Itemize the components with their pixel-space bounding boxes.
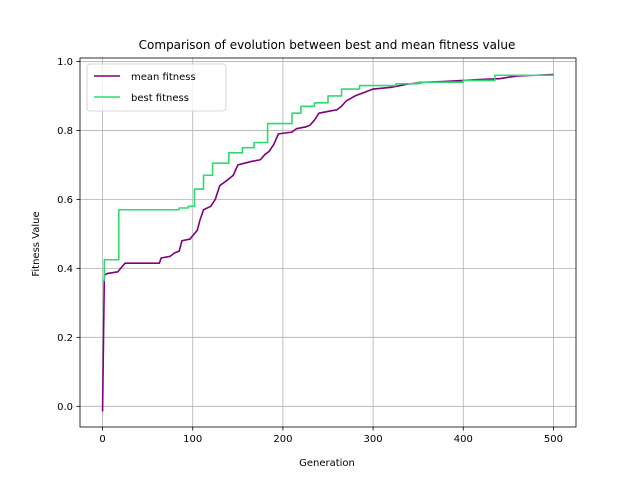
x-tick-label: 400 bbox=[454, 434, 473, 445]
x-tick-label: 200 bbox=[273, 434, 292, 445]
y-tick-label: 0.0 bbox=[57, 402, 73, 413]
x-tick-label: 300 bbox=[364, 434, 383, 445]
best-fitness-line bbox=[102, 74, 555, 282]
x-tick-label: 0 bbox=[99, 434, 105, 445]
y-axis-label: Fitness Value bbox=[31, 211, 42, 276]
y-tick-label: 0.2 bbox=[57, 333, 73, 344]
x-axis-label: Generation bbox=[299, 458, 355, 469]
legend: mean fitness best fitness bbox=[86, 63, 227, 112]
plot-series bbox=[101, 73, 555, 412]
axis-ticks: 0 100 200 300 400 500 0.0 0.2 0.4 0.6 0.8 1.0 bbox=[57, 57, 563, 445]
mean-fitness-legend-label: mean fitness bbox=[131, 72, 196, 83]
chart-title: Comparison of evolution between best and… bbox=[139, 38, 516, 52]
legend-box bbox=[86, 63, 227, 112]
x-tick-label: 100 bbox=[183, 434, 202, 445]
mean-fitness-line bbox=[101, 73, 554, 412]
x-tick-label: 500 bbox=[544, 434, 563, 445]
y-tick-label: 0.4 bbox=[57, 264, 73, 275]
grid bbox=[80, 58, 576, 427]
plot-frame bbox=[79, 57, 577, 428]
y-tick-label: 0.6 bbox=[57, 195, 73, 206]
y-tick-label: 1.0 bbox=[57, 57, 73, 68]
y-tick-label: 0.8 bbox=[57, 126, 73, 137]
best-fitness-legend-label: best fitness bbox=[131, 93, 189, 104]
